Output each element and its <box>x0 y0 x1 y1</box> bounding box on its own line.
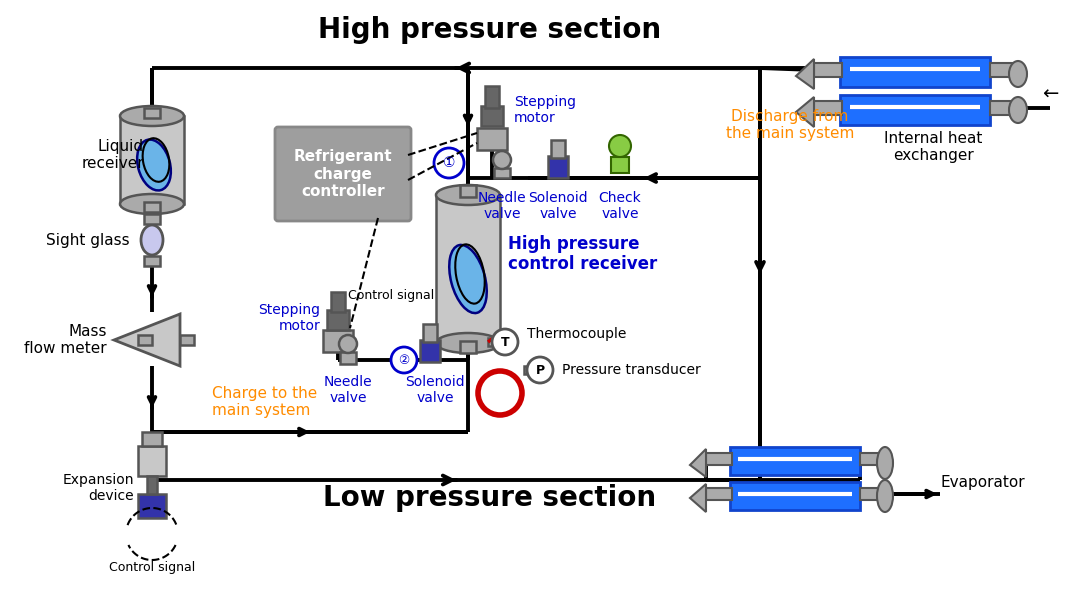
Bar <box>990 63 1016 77</box>
Text: Expansion
device: Expansion device <box>63 473 134 503</box>
Bar <box>144 256 160 266</box>
Text: Check
valve: Check valve <box>599 191 641 221</box>
Circle shape <box>493 151 511 169</box>
Text: Mass
flow meter: Mass flow meter <box>25 324 107 356</box>
Bar <box>461 185 476 197</box>
Text: Sight glass: Sight glass <box>46 233 130 247</box>
Bar <box>488 338 504 346</box>
Circle shape <box>609 135 631 157</box>
Text: ①: ① <box>443 156 455 170</box>
Bar <box>524 366 540 374</box>
Circle shape <box>492 329 518 355</box>
Bar <box>138 446 166 476</box>
Bar <box>181 335 193 345</box>
Bar <box>730 482 860 510</box>
Bar <box>147 476 157 494</box>
Text: P: P <box>535 364 545 376</box>
Ellipse shape <box>877 447 893 479</box>
Bar <box>477 128 507 150</box>
Ellipse shape <box>436 333 501 353</box>
FancyBboxPatch shape <box>275 127 411 221</box>
Bar <box>142 432 162 446</box>
Bar <box>326 310 349 330</box>
Bar <box>120 116 184 204</box>
Circle shape <box>433 148 464 178</box>
Polygon shape <box>690 449 706 477</box>
Bar <box>421 340 440 362</box>
Bar <box>840 95 990 125</box>
Circle shape <box>391 347 417 373</box>
Bar <box>494 168 510 178</box>
Bar <box>138 335 152 345</box>
Text: Refrigerant
charge
controller: Refrigerant charge controller <box>294 149 392 199</box>
Bar <box>423 324 437 342</box>
Polygon shape <box>690 484 706 512</box>
Text: Stepping
motor: Stepping motor <box>513 95 576 125</box>
Bar <box>436 195 501 343</box>
Bar <box>551 140 565 158</box>
Polygon shape <box>114 314 181 366</box>
Text: Solenoid
valve: Solenoid valve <box>529 191 588 221</box>
Bar <box>840 57 990 87</box>
Text: Discharge from
the main system: Discharge from the main system <box>725 109 854 141</box>
Bar <box>706 453 732 465</box>
Text: ←: ← <box>1042 84 1058 104</box>
Polygon shape <box>796 59 814 89</box>
Bar <box>548 156 568 178</box>
Ellipse shape <box>120 194 184 214</box>
Text: High pressure
control receiver: High pressure control receiver <box>508 235 657 273</box>
Ellipse shape <box>877 480 893 512</box>
Ellipse shape <box>1009 97 1027 123</box>
Bar <box>144 214 160 224</box>
Text: Liquid
receiver: Liquid receiver <box>81 139 144 171</box>
Bar <box>138 494 166 518</box>
Text: Thermocouple: Thermocouple <box>528 327 626 341</box>
Bar <box>461 341 476 353</box>
Ellipse shape <box>141 225 163 255</box>
Text: Evaporator: Evaporator <box>940 476 1025 490</box>
Bar <box>814 101 842 115</box>
Text: Control signal: Control signal <box>109 561 196 573</box>
Text: Stepping
motor: Stepping motor <box>258 303 320 333</box>
Circle shape <box>339 335 357 353</box>
Text: Internal heat
exchanger: Internal heat exchanger <box>884 131 983 163</box>
Bar <box>323 330 353 352</box>
Bar <box>860 488 884 500</box>
Ellipse shape <box>450 245 486 313</box>
Bar <box>860 453 884 465</box>
Text: ②: ② <box>399 353 410 367</box>
Bar <box>144 202 160 212</box>
Bar <box>730 447 860 475</box>
Ellipse shape <box>436 185 501 205</box>
Bar <box>341 352 356 364</box>
Text: High pressure section: High pressure section <box>319 16 662 44</box>
Bar <box>706 488 732 500</box>
Text: Control signal: Control signal <box>348 289 435 303</box>
Circle shape <box>528 357 553 383</box>
Bar <box>331 292 345 312</box>
Bar <box>990 101 1016 115</box>
Text: Charge to the
main system: Charge to the main system <box>212 386 317 418</box>
Text: Needle
valve: Needle valve <box>323 375 372 405</box>
Ellipse shape <box>137 139 171 191</box>
Text: Solenoid
valve: Solenoid valve <box>405 375 465 405</box>
Ellipse shape <box>120 106 184 126</box>
Bar <box>144 108 160 118</box>
Bar <box>611 157 629 173</box>
Text: T: T <box>501 335 509 349</box>
Bar <box>481 106 503 126</box>
Bar <box>814 63 842 77</box>
Bar <box>485 86 499 108</box>
Polygon shape <box>796 97 814 127</box>
Text: Pressure transducer: Pressure transducer <box>562 363 700 377</box>
Ellipse shape <box>1009 61 1027 87</box>
Text: Low pressure section: Low pressure section <box>323 484 656 512</box>
Text: Needle
valve: Needle valve <box>478 191 526 221</box>
